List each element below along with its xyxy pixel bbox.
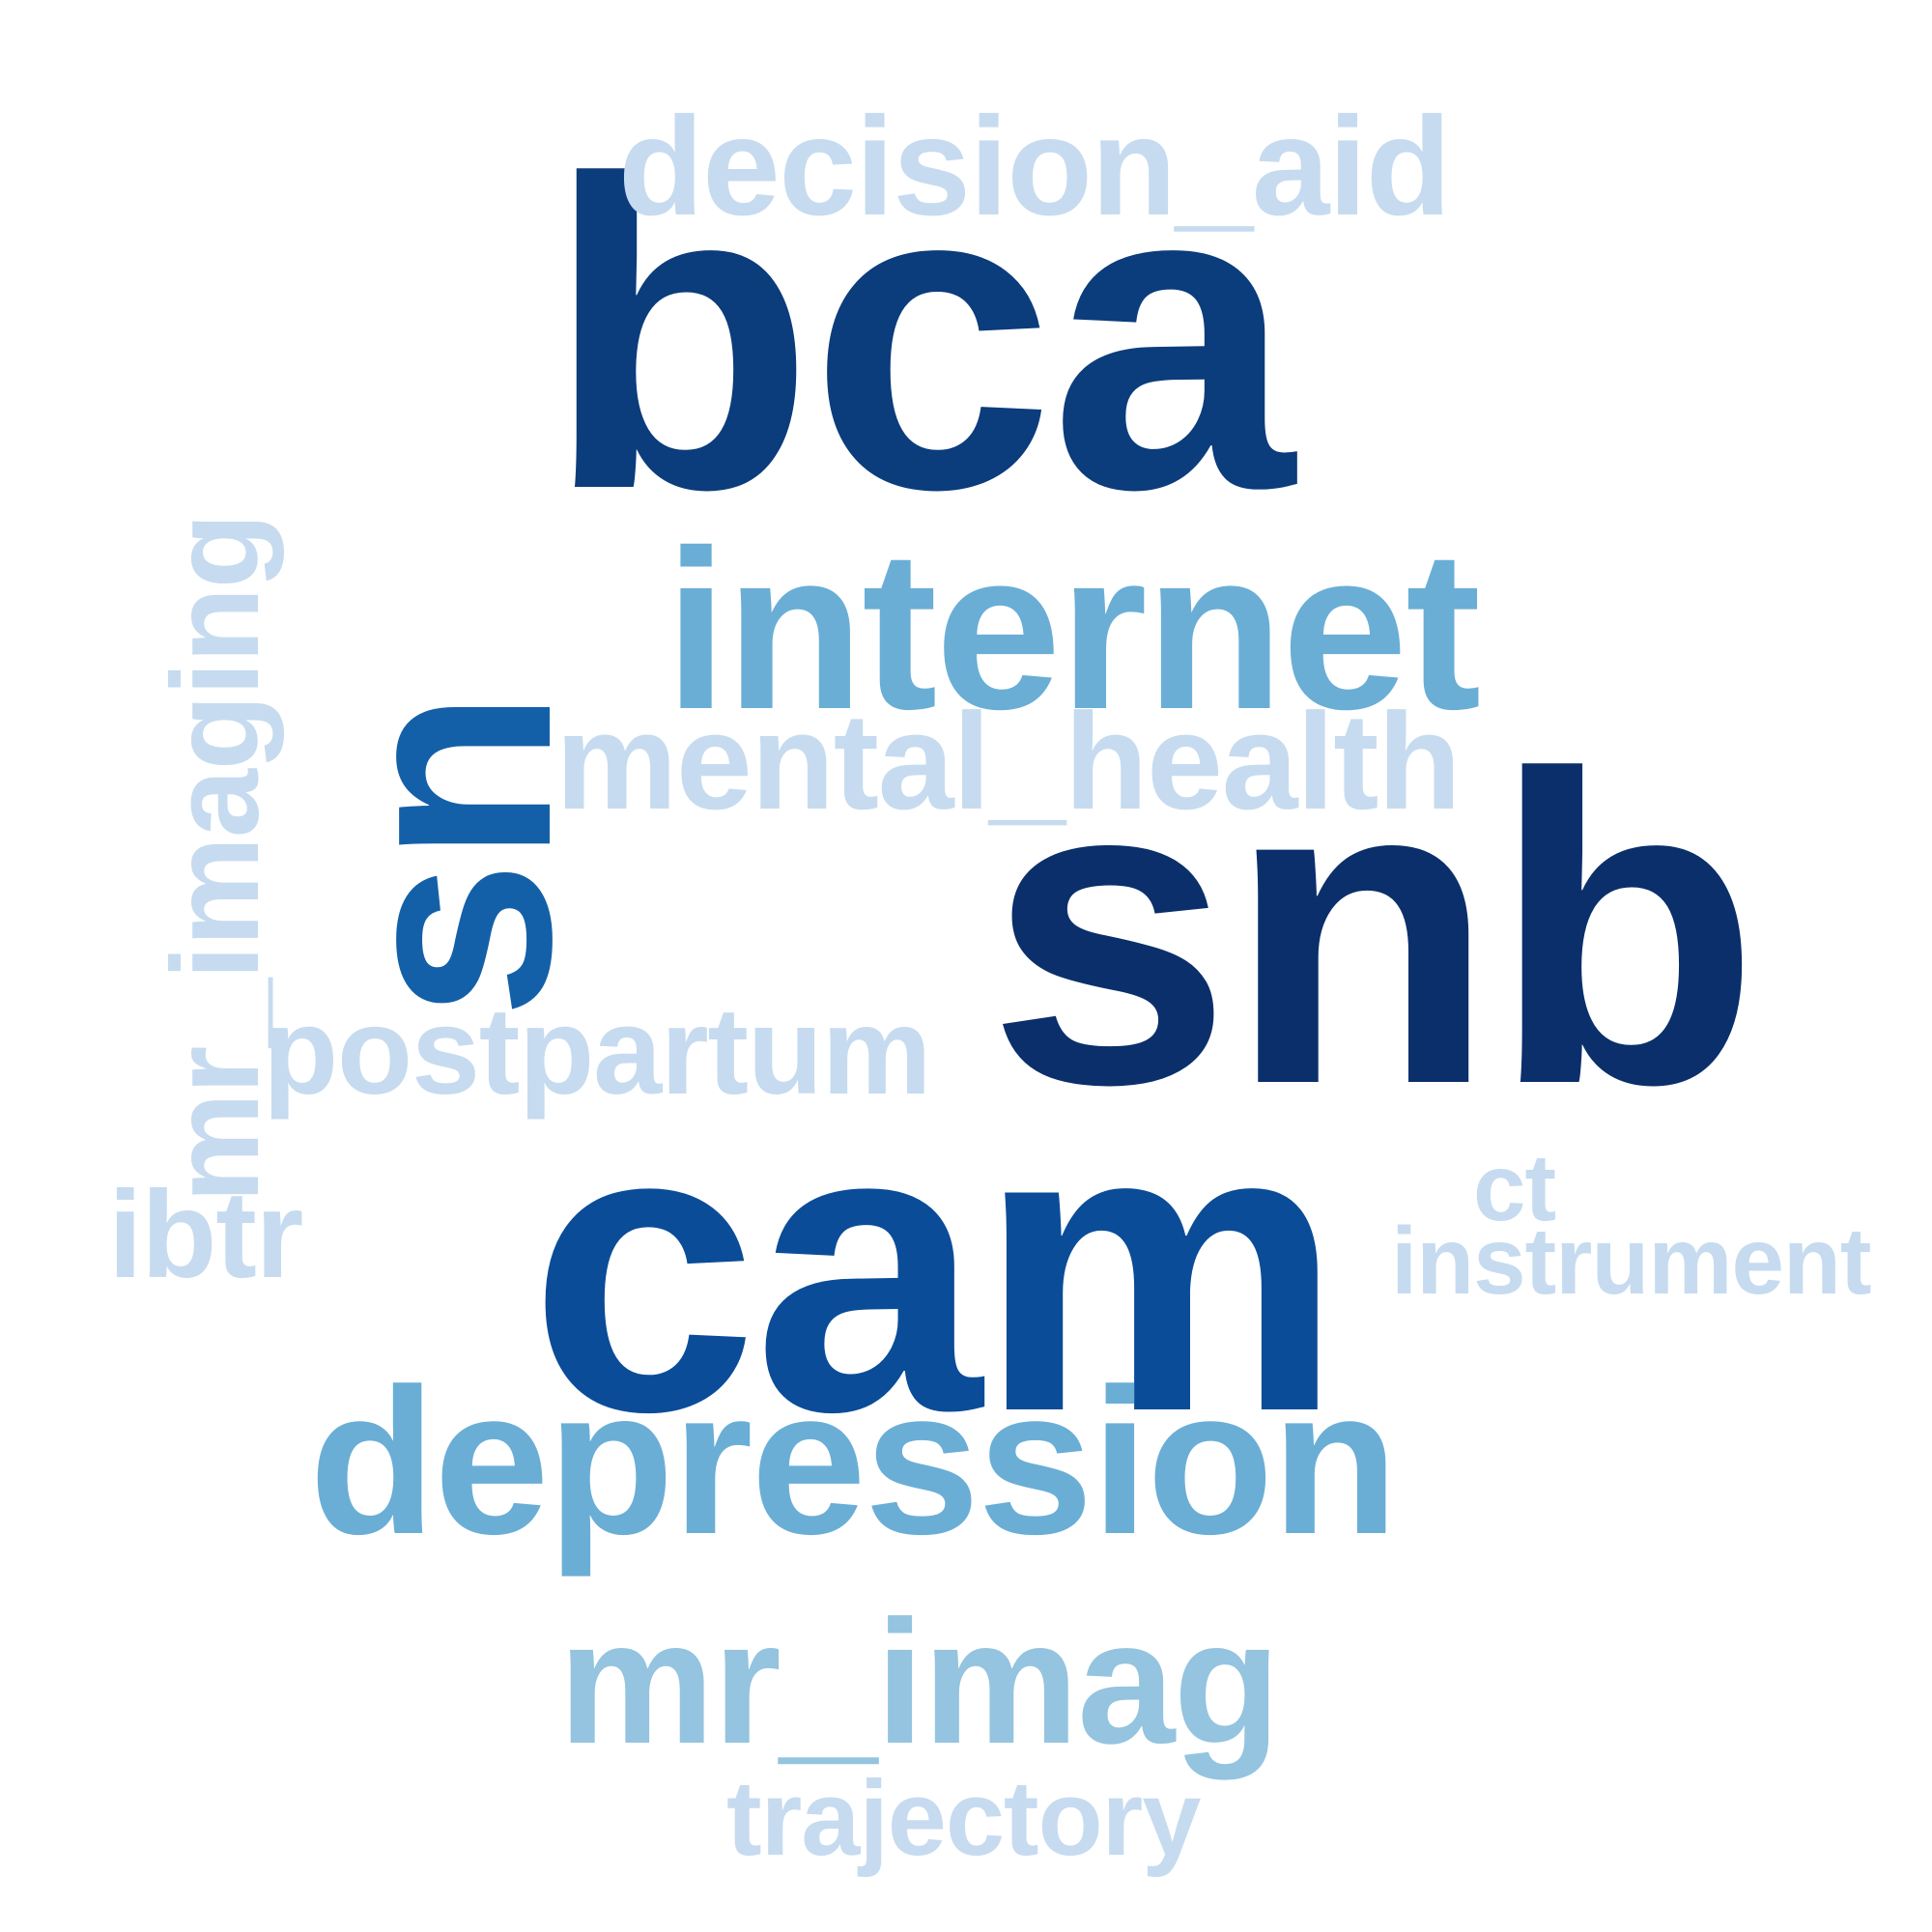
word-mental-health: mental_health — [555, 685, 1462, 838]
word-depression: depression — [309, 1345, 1399, 1577]
word-instrument: instrument — [1391, 1208, 1872, 1314]
word-bca: bca — [546, 90, 1294, 581]
word-decision-aid: decision_aid — [618, 88, 1451, 244]
word-snb: snb — [987, 685, 1760, 1176]
word-ct: ct — [1473, 1134, 1556, 1240]
word-internet: internet — [665, 502, 1481, 756]
word-trajectory: trajectory — [726, 1759, 1201, 1878]
word-mr-imaging: mr_imaging — [147, 514, 285, 1203]
word-sn: sn — [292, 692, 611, 1019]
word-mr-imag: mr_imag — [558, 1583, 1281, 1780]
word-postpartum: postpartum — [263, 982, 931, 1121]
word-cam: cam — [529, 1038, 1343, 1497]
word-ibtr: ibtr — [108, 1166, 303, 1304]
